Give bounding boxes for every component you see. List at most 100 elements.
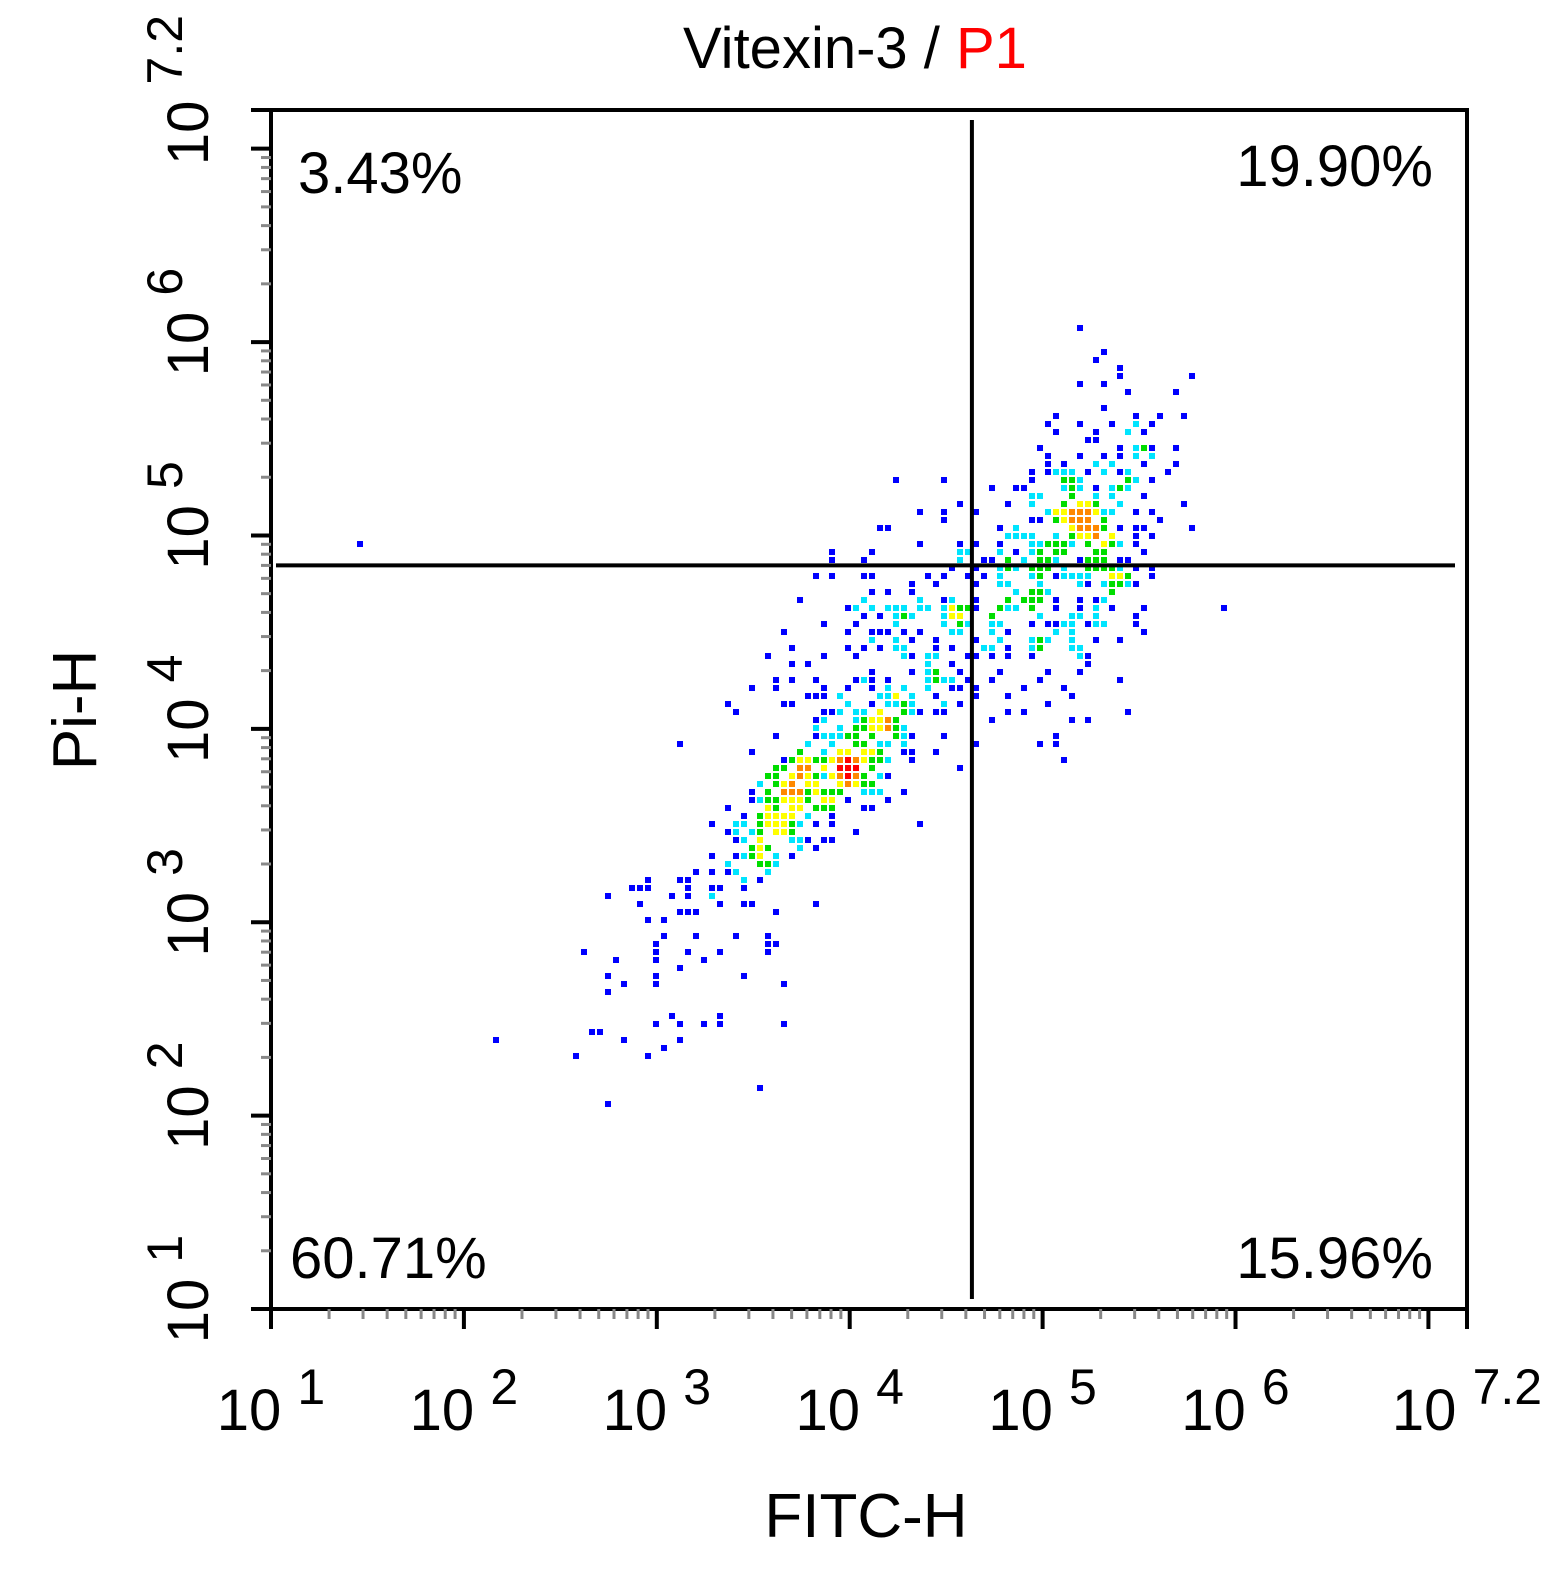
event-point [829,549,835,555]
event-point [1085,469,1091,475]
event-point [773,941,779,947]
event-point [1109,581,1115,587]
event-point [941,509,947,515]
event-point [1045,637,1051,643]
event-point [813,733,819,739]
event-point [805,781,811,787]
event-point [821,765,827,771]
event-point [1133,509,1139,515]
event-point [597,1029,603,1035]
event-point [1029,565,1035,571]
event-point [909,749,915,755]
event-point [1037,637,1043,643]
event-point [1069,629,1075,635]
event-point [909,709,915,715]
event-point [845,765,851,771]
event-point [829,757,835,763]
event-point [957,613,963,619]
event-point [893,477,899,483]
event-point [1037,613,1043,619]
event-point [973,565,979,571]
event-point [1069,469,1075,475]
event-point [829,837,835,843]
event-point [773,781,779,787]
event-point [821,685,827,691]
event-point [789,837,795,843]
event-point [1037,589,1043,595]
event-point [1061,477,1067,483]
event-point [1117,557,1123,563]
event-point [949,677,955,683]
event-point [653,973,659,979]
event-point [917,605,923,611]
event-point [837,733,843,739]
event-point [1109,589,1115,595]
y-tick-labels: 10 1 10 2 10 3 10 4 10 5 10 6 10 7.2 [137,15,221,1343]
event-point [845,781,851,787]
event-point [821,621,827,627]
event-point [1141,461,1147,467]
event-point [765,789,771,795]
event-point [1029,637,1035,643]
event-point [1101,557,1107,563]
event-point [885,725,891,731]
event-point [941,477,947,483]
event-point [1141,629,1147,635]
event-point [1085,525,1091,531]
event-point [1029,469,1035,475]
event-point [1085,653,1091,659]
event-point [1157,413,1163,419]
event-point [997,541,1003,547]
event-point [813,725,819,731]
event-point [925,653,931,659]
event-point [1037,549,1043,555]
event-point [1101,469,1107,475]
event-point [1141,445,1147,451]
event-point [1101,405,1107,411]
event-point [997,525,1003,531]
event-point [1077,421,1083,427]
event-point [861,789,867,795]
event-point [1117,541,1123,547]
event-point [933,653,939,659]
event-point [821,709,827,715]
event-point [1069,645,1075,651]
event-point [677,741,683,747]
event-point [1101,525,1107,531]
event-point [1109,509,1115,515]
event-point [861,749,867,755]
y-tick-label: 10 4 [137,655,221,763]
event-point [1125,429,1131,435]
event-point [1037,557,1043,563]
event-point [773,677,779,683]
event-point [765,933,771,939]
event-point [749,789,755,795]
event-point [837,757,843,763]
event-point [981,573,987,579]
event-point [869,685,875,691]
event-point [1117,525,1123,531]
event-point [869,605,875,611]
event-point [909,589,915,595]
event-point [1005,501,1011,507]
event-point [781,1021,787,1027]
quadrant-label-upper-right: 19.90% [1236,134,1433,199]
event-point [813,789,819,795]
event-point [1069,637,1075,643]
event-point [901,725,907,731]
event-point [877,757,883,763]
event-point [1181,413,1187,419]
event-point [637,885,643,891]
event-point [773,805,779,811]
event-point [949,605,955,611]
event-point [1101,621,1107,627]
event-point [1149,533,1155,539]
event-point [1093,485,1099,491]
event-point [757,845,763,851]
event-point [941,517,947,523]
event-point [1053,549,1059,555]
event-point [741,901,747,907]
event-point [949,565,955,571]
event-point [1045,469,1051,475]
event-point [1077,533,1083,539]
